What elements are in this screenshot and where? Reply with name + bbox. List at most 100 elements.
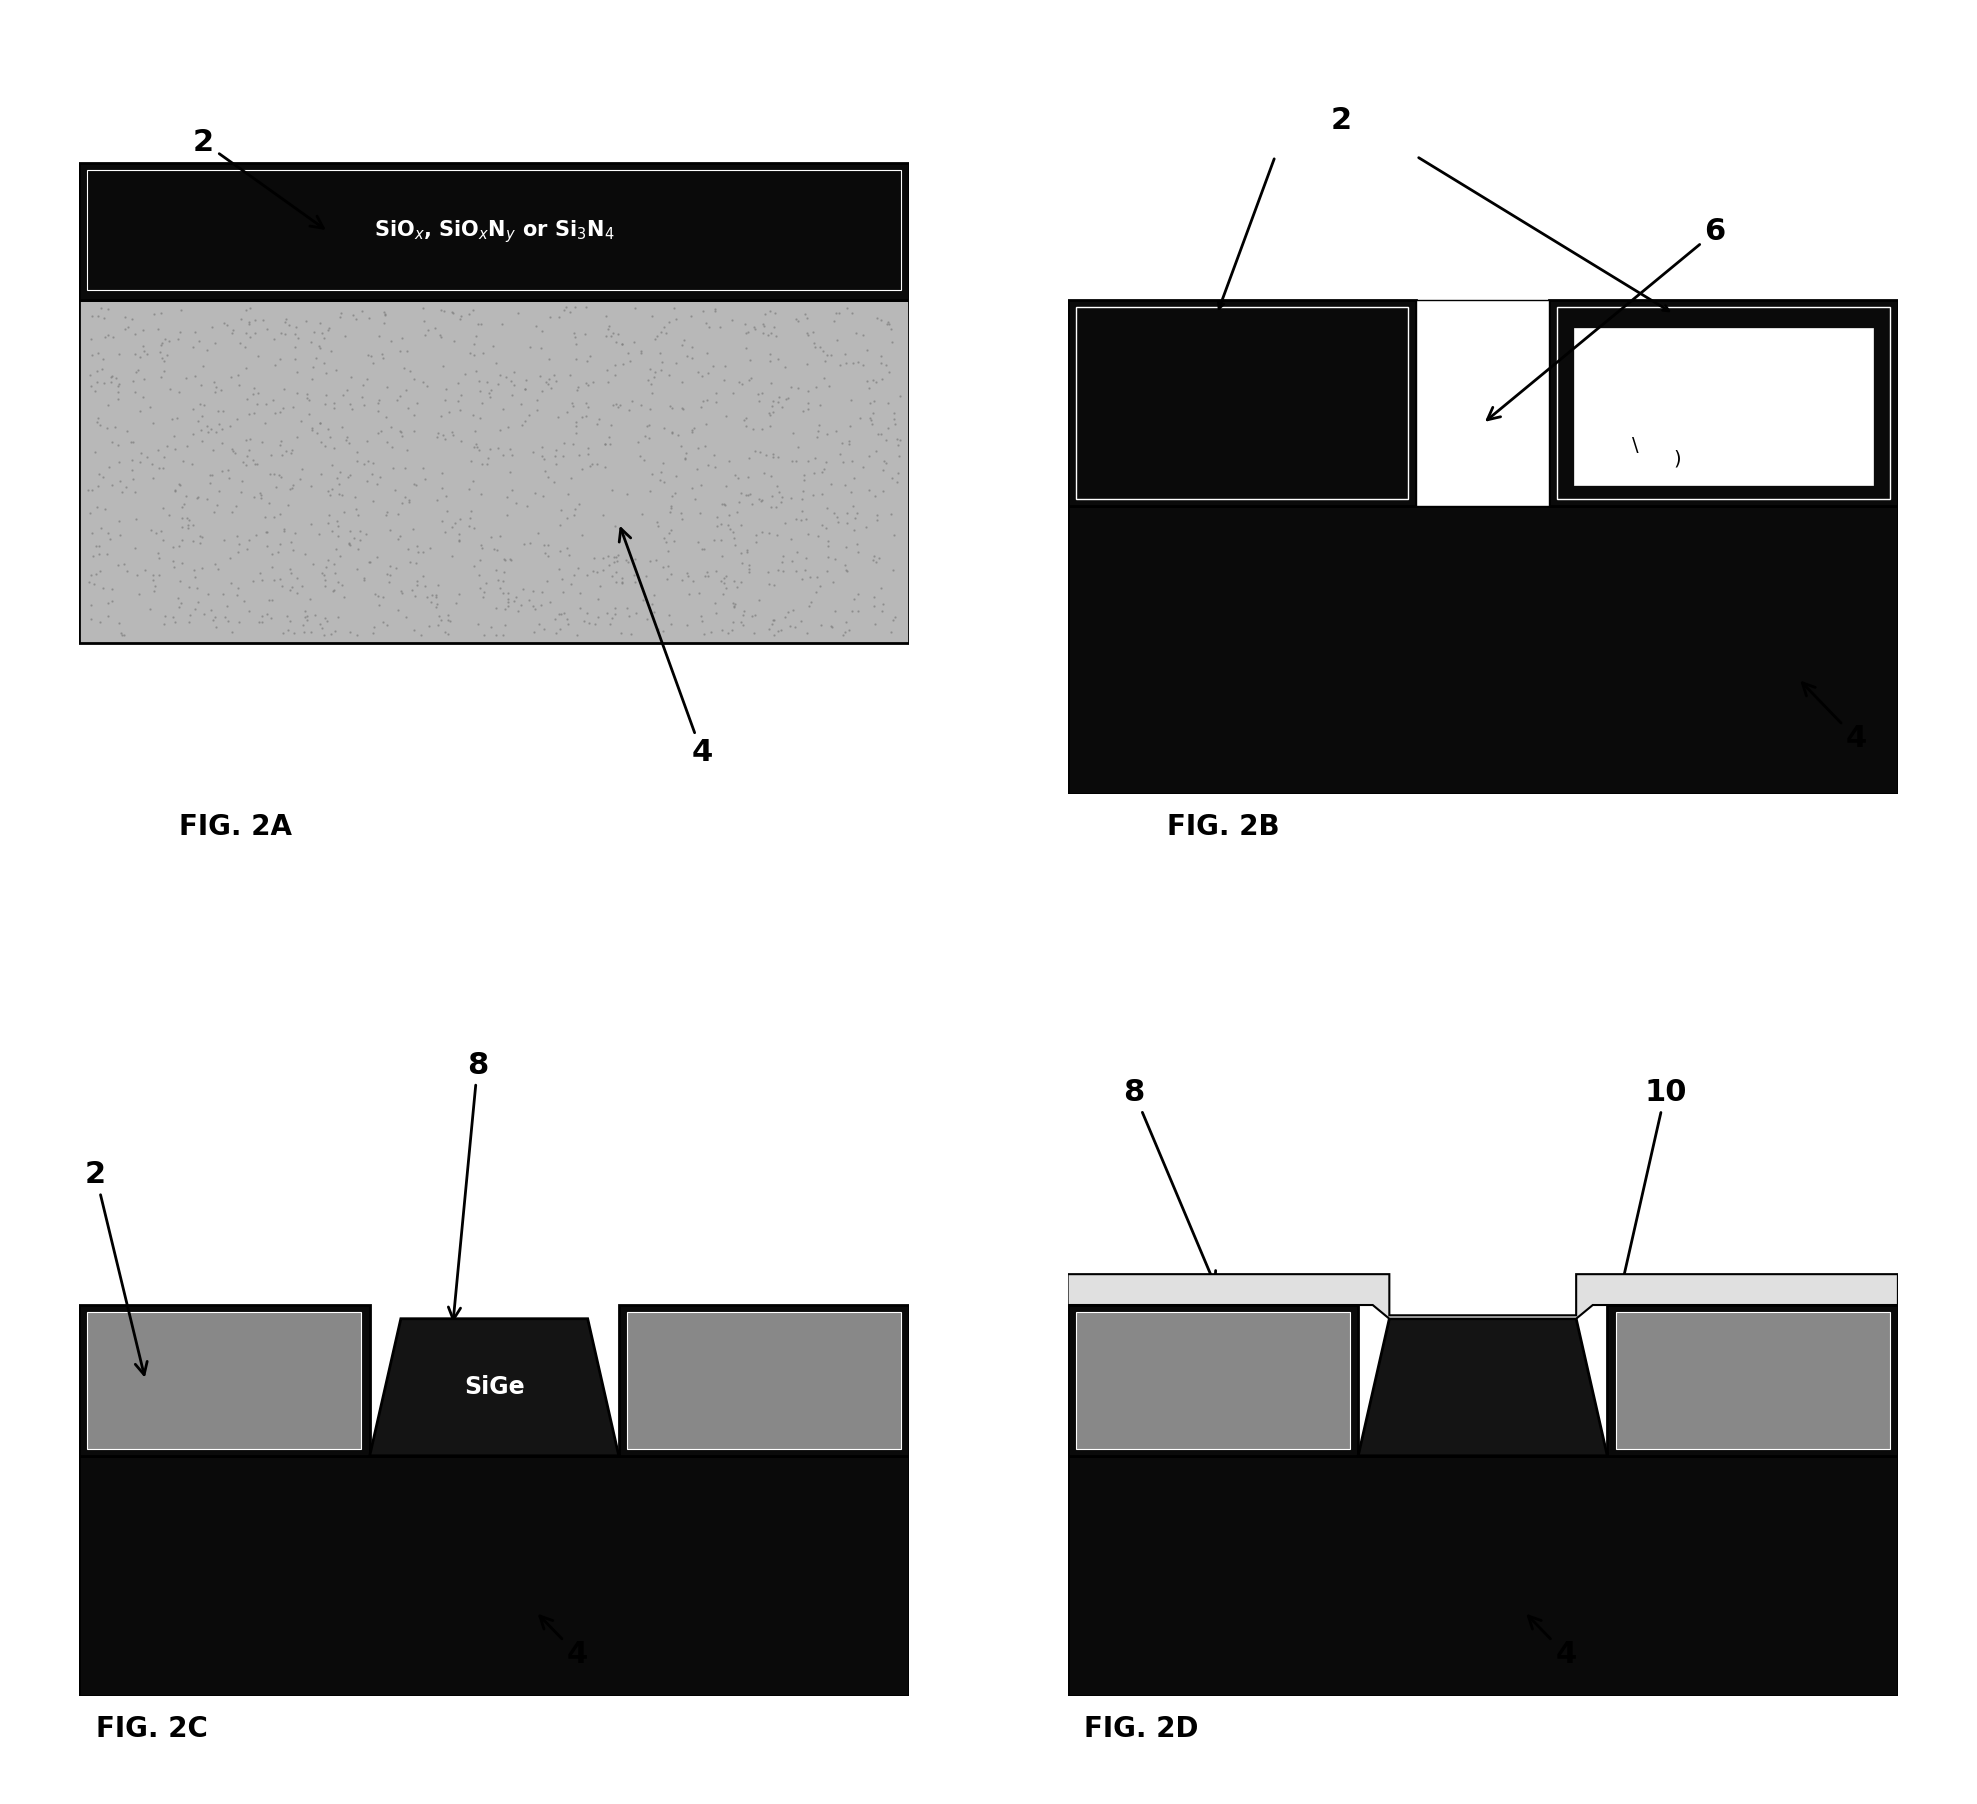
Point (253, 489, 285, 518)
Point (455, 503, 486, 532)
Text: 4: 4 (1803, 684, 1866, 754)
Point (771, 384, 803, 413)
Point (431, 496, 463, 525)
Point (241, 521, 273, 550)
Point (196, 595, 227, 624)
Point (502, 597, 534, 626)
Point (332, 462, 364, 491)
Point (589, 453, 621, 482)
Point (726, 548, 757, 577)
Point (127, 332, 158, 361)
Point (372, 559, 403, 588)
Point (81, 492, 113, 521)
Point (593, 550, 625, 579)
Point (306, 428, 338, 456)
Point (518, 438, 550, 467)
Point (559, 292, 591, 321)
Point (858, 386, 890, 415)
Point (678, 566, 710, 595)
Point (465, 404, 496, 433)
Point (142, 314, 174, 343)
Point (91, 413, 123, 442)
Point (490, 363, 522, 391)
Point (150, 431, 182, 460)
Point (320, 507, 352, 536)
Point (348, 563, 380, 592)
Point (275, 606, 306, 635)
Point (144, 543, 176, 572)
Point (221, 521, 253, 550)
Point (142, 539, 174, 568)
Point (239, 449, 271, 478)
Point (245, 483, 277, 512)
Bar (1607, 1304, 1898, 1456)
Point (777, 595, 809, 624)
Point (811, 420, 842, 449)
Point (263, 530, 295, 559)
Point (437, 299, 469, 328)
Point (255, 604, 287, 633)
Point (666, 393, 698, 422)
Point (498, 357, 530, 386)
Point (724, 464, 755, 492)
Point (370, 299, 401, 328)
Point (146, 345, 178, 373)
Point (824, 438, 856, 467)
Point (571, 599, 603, 628)
Point (860, 303, 892, 332)
Point (759, 298, 791, 327)
Point (692, 561, 724, 590)
Point (172, 431, 204, 460)
Point (666, 330, 698, 359)
Point (720, 530, 751, 559)
Point (287, 610, 318, 639)
Point (858, 541, 890, 570)
Point (605, 390, 637, 419)
Point (291, 307, 322, 336)
Point (87, 355, 119, 384)
Point (239, 305, 271, 334)
Point (803, 521, 834, 550)
Point (724, 487, 755, 516)
Point (597, 548, 629, 577)
Point (714, 502, 745, 530)
Point (281, 422, 312, 451)
Point (494, 547, 526, 575)
Point (435, 298, 467, 327)
Point (101, 550, 132, 579)
Point (449, 359, 480, 388)
Point (745, 485, 777, 514)
Point (360, 579, 391, 608)
Point (848, 453, 880, 482)
Point (781, 538, 813, 566)
Point (318, 575, 350, 604)
Point (775, 547, 807, 575)
Point (609, 521, 641, 550)
Point (787, 476, 818, 505)
Point (362, 397, 393, 426)
Point (259, 473, 291, 502)
Point (692, 359, 724, 388)
Point (548, 577, 579, 606)
Point (882, 424, 913, 453)
Point (633, 366, 664, 395)
Point (755, 400, 787, 429)
Point (239, 373, 271, 402)
Point (251, 390, 283, 419)
Point (864, 348, 896, 377)
Point (144, 299, 176, 328)
Point (872, 413, 903, 442)
Point (310, 359, 342, 388)
Point (706, 615, 737, 644)
Point (658, 527, 690, 556)
Point (474, 375, 506, 404)
Point (607, 350, 639, 379)
Point (670, 444, 702, 473)
Point (146, 494, 178, 523)
Point (322, 469, 354, 498)
Point (79, 570, 111, 599)
Point (425, 319, 457, 348)
Point (279, 518, 310, 547)
Point (793, 447, 824, 476)
Point (356, 460, 387, 489)
